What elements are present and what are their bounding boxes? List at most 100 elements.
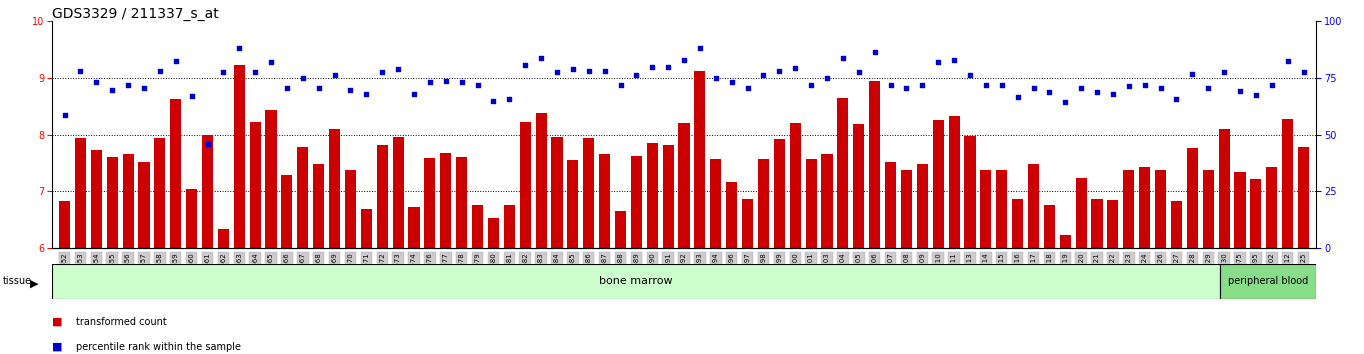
Point xyxy=(832,55,854,61)
Bar xyxy=(837,98,848,248)
Point xyxy=(1038,89,1060,95)
Point xyxy=(244,69,266,75)
Point xyxy=(928,59,949,65)
Point xyxy=(308,85,330,90)
Bar xyxy=(584,138,595,248)
Bar xyxy=(1124,170,1135,248)
Bar xyxy=(218,229,229,248)
Bar xyxy=(551,137,562,248)
Bar xyxy=(1043,205,1054,248)
Bar xyxy=(1187,148,1198,248)
Point xyxy=(753,72,775,78)
Bar xyxy=(376,145,387,248)
Bar xyxy=(472,205,483,248)
Point xyxy=(641,64,663,69)
Bar xyxy=(1218,129,1230,248)
Text: tissue: tissue xyxy=(3,276,31,286)
Bar xyxy=(854,124,865,248)
Point xyxy=(165,58,187,64)
Bar xyxy=(1251,179,1262,248)
Point xyxy=(117,82,139,87)
Bar xyxy=(599,154,610,248)
Point xyxy=(848,69,870,75)
Point xyxy=(1054,99,1076,104)
Bar xyxy=(678,123,690,248)
Bar xyxy=(663,145,674,248)
Bar xyxy=(615,211,626,248)
Point xyxy=(943,57,964,63)
Bar xyxy=(917,164,928,248)
Bar xyxy=(694,70,705,248)
Bar xyxy=(314,164,325,248)
Text: percentile rank within the sample: percentile rank within the sample xyxy=(76,342,241,352)
Point xyxy=(404,91,426,97)
Bar xyxy=(1282,119,1293,248)
Bar xyxy=(408,207,420,248)
Point xyxy=(134,85,155,91)
Bar xyxy=(488,218,499,248)
Bar xyxy=(59,201,70,248)
Point xyxy=(1133,82,1155,88)
Point xyxy=(419,79,441,85)
Text: ■: ■ xyxy=(52,317,63,327)
Bar xyxy=(456,157,468,248)
Point xyxy=(1213,69,1234,75)
Point xyxy=(1245,92,1267,98)
Bar xyxy=(964,136,975,248)
Bar xyxy=(711,159,722,248)
Bar xyxy=(981,170,992,248)
Point xyxy=(672,57,694,63)
Bar xyxy=(790,123,801,248)
Point xyxy=(1229,88,1251,94)
Bar xyxy=(138,162,150,248)
Bar xyxy=(202,135,213,248)
Bar xyxy=(186,189,198,248)
Point xyxy=(1198,85,1219,90)
Point xyxy=(1023,85,1045,91)
Bar xyxy=(1139,167,1150,248)
Bar xyxy=(758,159,769,248)
Point xyxy=(466,82,488,87)
Point xyxy=(768,68,790,74)
Text: GDS3329 / 211337_s_at: GDS3329 / 211337_s_at xyxy=(52,7,218,21)
Point xyxy=(896,85,918,91)
Bar xyxy=(441,153,451,248)
Bar xyxy=(726,182,738,248)
Bar xyxy=(1170,201,1183,248)
Point xyxy=(1260,82,1282,87)
Point xyxy=(1150,85,1172,90)
Bar xyxy=(250,122,261,248)
Point xyxy=(213,69,235,75)
Bar xyxy=(1060,235,1071,248)
Point xyxy=(911,82,933,87)
Point xyxy=(626,72,648,78)
Bar xyxy=(536,113,547,248)
Bar xyxy=(806,159,817,248)
Bar xyxy=(630,156,642,248)
Bar xyxy=(948,116,960,248)
Point xyxy=(292,75,314,81)
Point xyxy=(801,82,822,88)
Point xyxy=(816,75,837,81)
Bar xyxy=(885,162,896,248)
Point xyxy=(562,67,584,72)
Point xyxy=(1277,58,1299,64)
Bar xyxy=(520,122,531,248)
Bar xyxy=(933,120,944,248)
Bar xyxy=(996,170,1007,248)
Point xyxy=(371,69,393,75)
Point xyxy=(657,64,679,69)
Bar xyxy=(773,139,784,248)
Bar xyxy=(1108,200,1118,248)
Bar xyxy=(742,199,753,248)
Bar xyxy=(361,209,372,248)
Point xyxy=(1181,71,1203,77)
Bar xyxy=(329,129,340,248)
Point xyxy=(1166,97,1188,102)
Bar xyxy=(1091,199,1102,248)
Bar xyxy=(1299,147,1309,248)
Bar xyxy=(1155,170,1166,248)
Point xyxy=(435,78,457,84)
Point xyxy=(180,93,202,99)
Point xyxy=(387,67,409,72)
